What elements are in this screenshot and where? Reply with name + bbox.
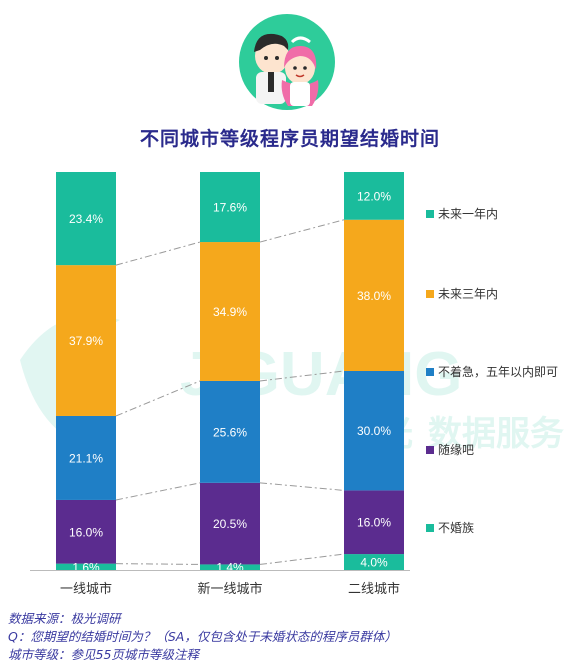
bar-value-label: 25.6%	[213, 425, 247, 439]
connector-line	[115, 380, 201, 417]
legend-label: 不婚族	[438, 521, 474, 535]
legend-swatch	[426, 524, 434, 532]
connector-line	[115, 563, 201, 565]
legend-swatch	[426, 446, 434, 454]
connector-line	[259, 370, 345, 382]
bars-layer	[56, 172, 404, 570]
bar-segment	[200, 482, 260, 565]
x-tick-label: 新一线城市	[197, 581, 262, 597]
x-tick-label: 一线城市	[60, 581, 112, 597]
bar-segment	[344, 554, 404, 570]
bar-segment	[344, 371, 404, 491]
connector-line	[259, 553, 345, 565]
bar-value-label: 12.0%	[357, 189, 391, 203]
watermark-logo-icon	[20, 315, 120, 450]
bar-segment	[56, 499, 116, 564]
connector-line	[259, 482, 345, 491]
legend-label: 未来一年内	[438, 207, 498, 221]
legend-swatch	[426, 290, 434, 298]
legend-label: 未来三年内	[438, 287, 498, 301]
bar-segment	[56, 563, 116, 570]
connector-line	[115, 482, 201, 501]
connector-line	[115, 241, 201, 266]
bar-value-label: 34.9%	[213, 305, 247, 319]
bar-value-label: 21.1%	[69, 451, 103, 465]
bar-segment	[344, 172, 404, 220]
bar-segment	[200, 172, 260, 243]
legend-swatch	[426, 210, 434, 218]
bar-segment	[56, 265, 116, 416]
legend-label: 不着急，五年以内即可	[438, 364, 558, 379]
bar-value-label: 37.9%	[69, 334, 103, 348]
bar-value-label: 20.5%	[213, 517, 247, 531]
connectors-layer	[115, 219, 345, 565]
connector-line	[259, 219, 345, 243]
bar-segment	[200, 242, 260, 381]
watermark-tagline: 数据服务	[428, 414, 564, 454]
bar-value-label: 23.4%	[69, 212, 103, 226]
footer-notes: 数据来源：极光调研 Q：您期望的结婚时间为？（SA，仅包含处于未婚状态的程序员群…	[8, 610, 397, 664]
data-source: 数据来源：极光调研	[8, 611, 121, 626]
legend-swatch	[426, 368, 434, 376]
bar-segment	[344, 219, 404, 371]
couple-illustration	[239, 14, 335, 110]
legend-label: 随缘吧	[438, 442, 474, 457]
city-tier-note: 城市等级：参见55页城市等级注释	[8, 647, 199, 662]
bar-value-label: 4.0%	[360, 556, 388, 570]
bar-value-label: 30.0%	[357, 424, 391, 438]
bar-value-label: 1.4%	[216, 561, 244, 575]
bar-value-label: 1.6%	[72, 560, 100, 574]
bar-segment	[56, 415, 116, 500]
axis-layer: 一线城市 新一线城市 二线城市	[30, 570, 410, 597]
survey-question: Q：您期望的结婚时间为？（SA，仅包含处于未婚状态的程序员群体）	[8, 629, 397, 644]
chart-title: 不同城市等级程序员期望结婚时间	[139, 128, 440, 150]
x-tick-label: 二线城市	[348, 581, 400, 597]
bar-segment	[56, 172, 116, 266]
bar-segment	[200, 380, 260, 483]
bar-segment	[200, 564, 260, 570]
bar-segment	[344, 490, 404, 555]
bar-value-label: 16.0%	[357, 516, 391, 530]
stacked-bar-chart: JIGUANG 极光 数据服务 1.6%16.0%21.1%37.9%23.4%…	[20, 172, 564, 597]
bar-value-label: 17.6%	[213, 201, 247, 215]
bar-value-label: 38.0%	[357, 289, 391, 303]
bar-value-label: 16.0%	[69, 525, 103, 539]
